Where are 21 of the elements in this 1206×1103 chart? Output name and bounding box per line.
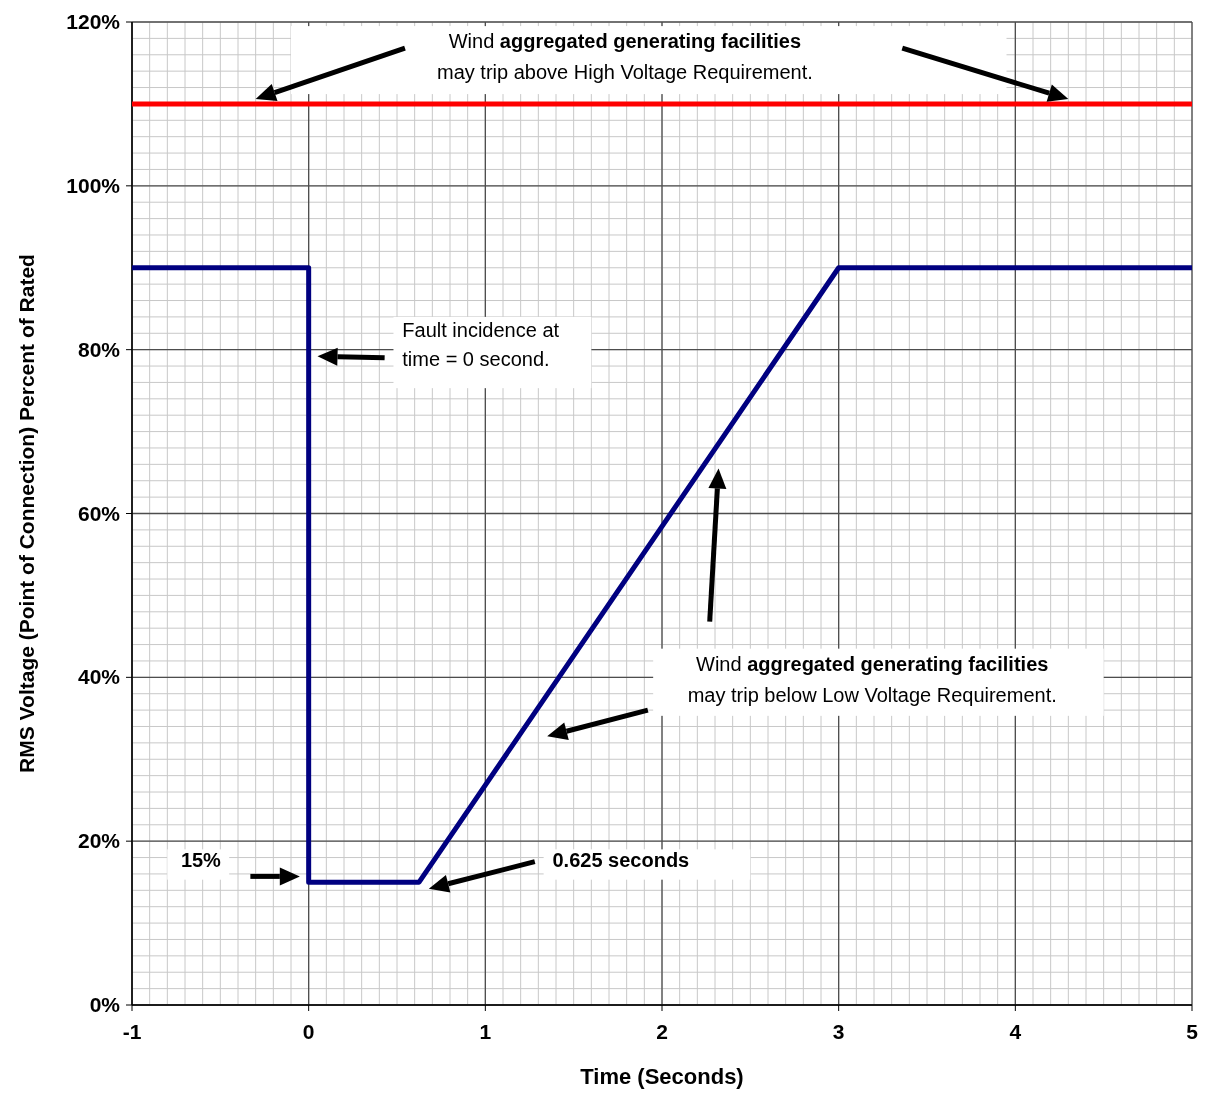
y-tick-label: 60% (77, 501, 121, 525)
x-tick-label: 1 (479, 1020, 492, 1043)
x-axis-title: Time (Seconds) (580, 1064, 744, 1089)
annotation: Wind aggregated generating facilities may trip above High Voltage Requirement. (437, 30, 813, 84)
x-tick-label: 3 (832, 1020, 845, 1043)
y-tick-label: 20% (77, 829, 121, 853)
annotation: Fault incidence at time = 0 second. (402, 318, 560, 371)
y-tick-label: 80% (77, 337, 121, 361)
y-tick-label: 0% (89, 993, 121, 1016)
x-tick-label: 2 (656, 1020, 668, 1043)
x-tick-label: 4 (1009, 1020, 1022, 1043)
y-tick-label: 100% (66, 173, 121, 197)
x-tick-label: 0 (302, 1020, 315, 1043)
y-tick-label: 40% (77, 665, 121, 689)
x-tick-label: 5 (1186, 1020, 1199, 1043)
annotation: 0.625 seconds (552, 848, 690, 871)
y-tick-label: 120% (66, 10, 121, 33)
x-tick-label: -1 (122, 1020, 142, 1043)
annotation: 15% (180, 848, 222, 871)
y-axis-title: RMS Voltage (Point of Connection) Percent of Rated (15, 254, 38, 773)
annotation: Wind aggregated generating facilities may trip below Low Voltage Requirement. (687, 652, 1057, 706)
